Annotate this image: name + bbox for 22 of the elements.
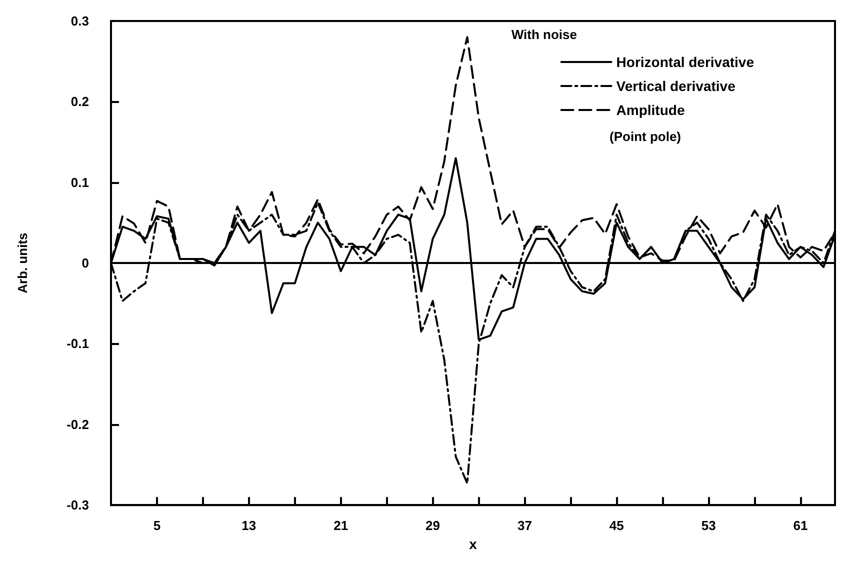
y-tick-label: -0.1 (66, 336, 89, 352)
x-tick-label: 53 (701, 518, 716, 534)
legend-title: With noise (511, 27, 578, 42)
x-tick-label: 37 (517, 518, 532, 534)
x-tick-label: 29 (426, 518, 440, 534)
y-tick-label: 0.1 (70, 174, 89, 190)
y-tick-label: 0 (82, 256, 89, 271)
x-axis-title: x (469, 536, 478, 552)
legend-label: Amplitude (616, 102, 685, 118)
y-tick-label: 0.3 (70, 14, 89, 28)
y-tick-label: 0.2 (70, 94, 89, 110)
annotation: (Point pole) (610, 129, 682, 144)
x-tick-label: 13 (242, 518, 256, 534)
x-tick-label: 5 (153, 518, 161, 534)
x-tick-label: 45 (609, 518, 624, 534)
legend-label: Horizontal derivative (616, 54, 754, 70)
legend-label: Vertical derivative (616, 78, 736, 94)
y-tick-label: -0.3 (66, 498, 89, 513)
x-tick-label: 21 (334, 518, 348, 534)
x-tick-label: 61 (793, 518, 808, 534)
y-tick-label: -0.2 (66, 416, 89, 432)
y-axis-title: Arb. units (15, 232, 30, 294)
